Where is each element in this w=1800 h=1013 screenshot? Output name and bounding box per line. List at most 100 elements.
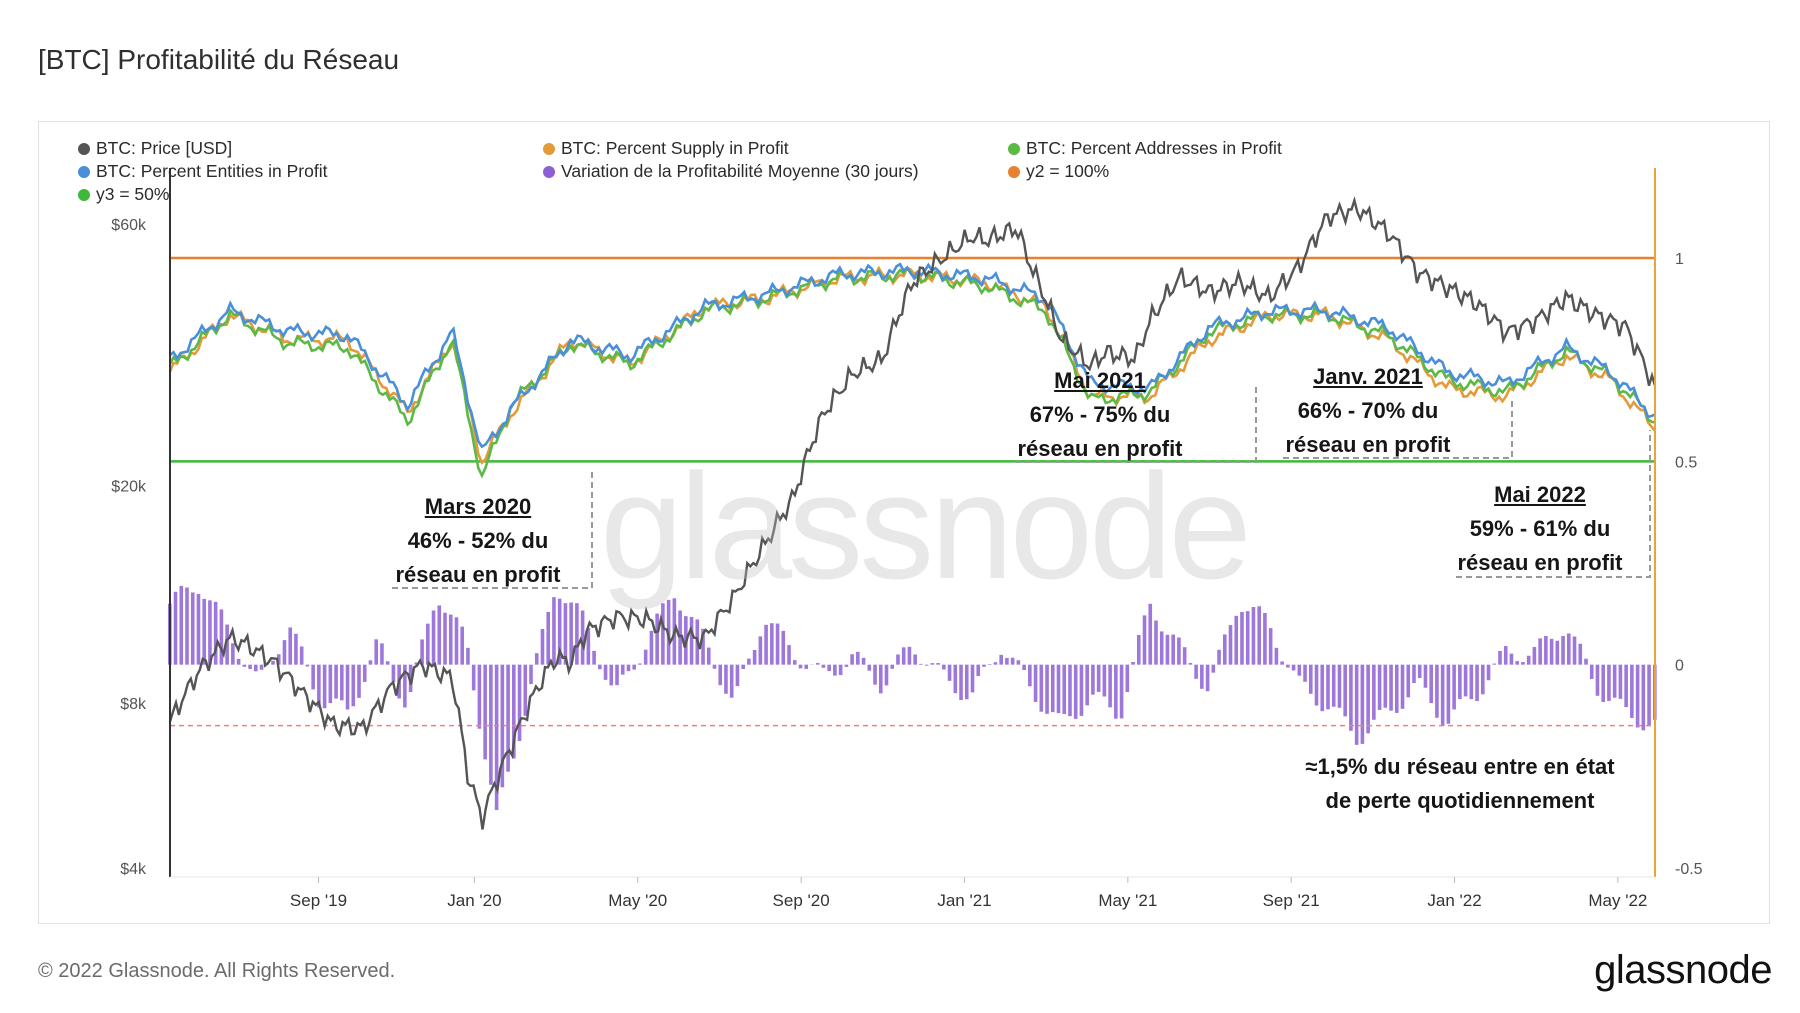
variation-bar [391,664,396,682]
variation-bar [529,664,533,685]
variation-bar [615,664,619,686]
variation-bar [1578,643,1583,665]
variation-bar [294,633,298,665]
variation-bar [311,664,315,690]
legend-item[interactable]: y2 = 100% [1008,161,1109,182]
variation-bar [563,603,568,665]
variation-bar [1314,664,1319,706]
variation-bar [1010,657,1015,665]
variation-bar [1268,628,1273,665]
variation-bar [1612,664,1617,698]
variation-bar [913,654,917,665]
annotation-line: réseau en profit [395,562,561,587]
variation-bar [546,611,551,665]
variation-bar [798,664,803,669]
variation-bar [930,663,935,665]
variation-bar [494,664,499,811]
variation-bar [781,630,786,665]
variation-bar [282,640,287,665]
variation-bar [626,664,631,672]
variation-bar [638,663,642,665]
annotation-line: 59% - 61% du [1469,516,1611,541]
variation-bar [340,664,344,701]
variation-bar [643,649,648,665]
variation-bar [1549,638,1554,665]
watermark-logo: glassnode [600,442,1252,610]
variation-bar [833,664,837,676]
legend-label: BTC: Price [USD] [96,138,233,158]
variation-bar [609,664,614,686]
variation-bar [815,662,820,665]
brand-logo: glassnode [1594,948,1772,992]
variation-bar [1480,664,1485,695]
variation-bar [540,629,545,665]
x-tick-label: Sep '20 [773,891,830,910]
variation-bar [1326,664,1330,710]
annotation-daily-loss: ≈1,5% du réseau entre en état de perte q… [1290,750,1630,818]
variation-bar [1561,636,1565,665]
variation-bar [1486,664,1491,681]
variation-bar [1630,664,1634,718]
legend-item[interactable]: y3 = 50% [78,184,169,205]
variation-bar [1429,664,1433,704]
variation-bar [1148,603,1153,665]
variation-bar [1320,664,1325,712]
variation-bar [844,664,849,667]
x-tick-label: Jan '22 [1427,891,1481,910]
variation-bar [964,664,969,700]
y-left-tick-label: $20k [111,478,147,495]
variation-bar [489,664,493,785]
variation-bar [219,609,224,665]
variation-bar [620,664,625,675]
variation-bar [403,664,407,708]
variation-bar [517,664,522,741]
variation-bar [1240,611,1244,665]
variation-bar [821,664,826,668]
variation-bar [236,658,241,665]
variation-bar [334,664,338,699]
variation-bar [1096,664,1101,692]
variation-bar [1544,635,1548,665]
variation-bar [1366,664,1370,734]
variation-bar [867,664,872,671]
variation-bar [1165,634,1170,665]
variation-bar [1125,664,1130,693]
legend-dot-icon [1008,165,1020,178]
legend-label: BTC: Percent Addresses in Profit [1026,138,1282,158]
variation-bar [947,664,952,681]
variation-bar [1343,664,1347,717]
variation-bar [557,598,562,665]
y-right-tick-label: 0.5 [1675,454,1697,471]
variation-bar [1022,664,1026,671]
variation-bar [1085,664,1089,706]
variation-bar [374,639,379,665]
variation-bar [185,587,189,665]
legend-item[interactable]: BTC: Price [USD] [78,138,232,159]
annotation-guides [392,385,1651,589]
variation-bar [523,664,528,716]
variation-bar [1056,664,1061,714]
variation-bar [1647,664,1651,727]
variation-bar [936,663,940,665]
variation-bar [1624,664,1628,708]
variation-bar [919,663,923,665]
legend-label: y3 = 50% [96,184,170,204]
reference-lines [170,256,1655,727]
legend-item[interactable]: BTC: Percent Addresses in Profit [1008,138,1282,159]
annotation-janv-2021: Janv. 2021 66% - 70% du réseau en profit [1268,360,1468,462]
page-title: [BTC] Profitabilité du Réseau [38,44,400,75]
variation-bar [534,653,539,665]
variation-bar [1394,664,1399,713]
legend-item[interactable]: Variation de la Profitabilité Moyenne (3… [543,161,919,182]
variation-bar [305,664,310,667]
variation-bar [1417,664,1422,679]
variation-bar [1222,634,1227,665]
variation-bar [1337,664,1342,708]
variation-bar [179,585,184,665]
annotation-line: 46% - 52% du [407,528,549,553]
legend-item[interactable]: BTC: Percent Supply in Profit [543,138,789,159]
legend-item[interactable]: BTC: Percent Entities in Profit [78,161,327,182]
variation-bar [1538,638,1542,665]
variation-bar [1555,640,1560,665]
legend-label: BTC: Percent Supply in Profit [561,138,789,158]
